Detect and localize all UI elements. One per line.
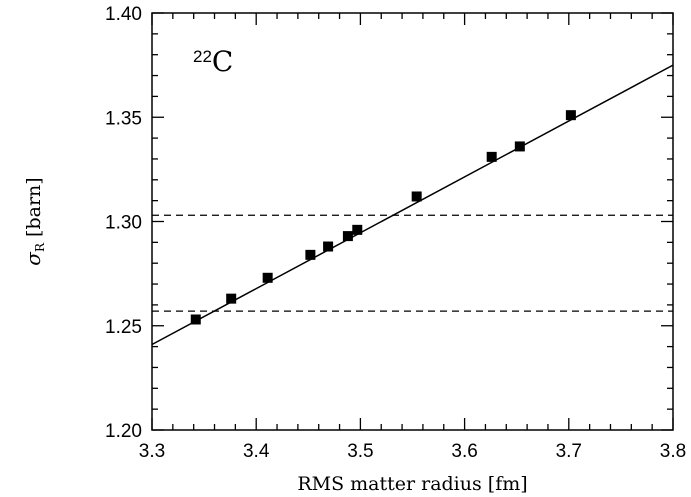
annotation-mass-number: 22 — [193, 47, 212, 66]
fit-line — [151, 64, 674, 346]
data-point — [305, 249, 316, 260]
y-tick-label: 1.30 — [105, 213, 142, 234]
y-tick-label: 1.35 — [105, 108, 142, 129]
reference-lines — [152, 214, 673, 312]
fit-line-group — [151, 64, 674, 346]
data-markers — [190, 110, 576, 325]
data-point — [262, 272, 273, 283]
data-point — [565, 110, 576, 121]
x-tick-label: 3.5 — [347, 441, 373, 462]
x-tick-labels: 3.3 3.4 3.5 3.6 3.7 3.8 — [139, 441, 686, 462]
x-tick-label: 3.3 — [139, 441, 165, 462]
data-point — [352, 224, 363, 235]
axis-ticks — [151, 12, 674, 431]
data-point — [342, 231, 353, 242]
y-axis-title: σR [barn] — [21, 177, 47, 265]
data-point — [190, 314, 201, 325]
data-point — [323, 241, 334, 252]
data-point — [486, 151, 497, 162]
y-axis-unit: [barn] — [23, 177, 45, 243]
y-tick-label: 1.40 — [105, 4, 142, 25]
x-tick-label: 3.8 — [660, 441, 686, 462]
y-axis-symbol: σ — [21, 251, 45, 266]
data-point — [411, 191, 422, 202]
data-point — [514, 141, 525, 152]
y-tick-label: 1.25 — [105, 317, 142, 338]
x-axis-title: RMS matter radius [fm] — [297, 473, 527, 495]
data-point — [226, 293, 237, 304]
y-tick-labels: 1.20 1.25 1.30 1.35 1.40 — [105, 4, 142, 442]
x-tick-label: 3.6 — [451, 441, 477, 462]
y-tick-label: 1.20 — [105, 421, 142, 442]
nucleus-annotation: 22C — [193, 45, 233, 78]
x-tick-label: 3.4 — [243, 441, 270, 462]
y-axis-subscript: R — [33, 242, 47, 252]
annotation-element: C — [212, 45, 233, 78]
x-tick-label: 3.7 — [556, 441, 582, 462]
